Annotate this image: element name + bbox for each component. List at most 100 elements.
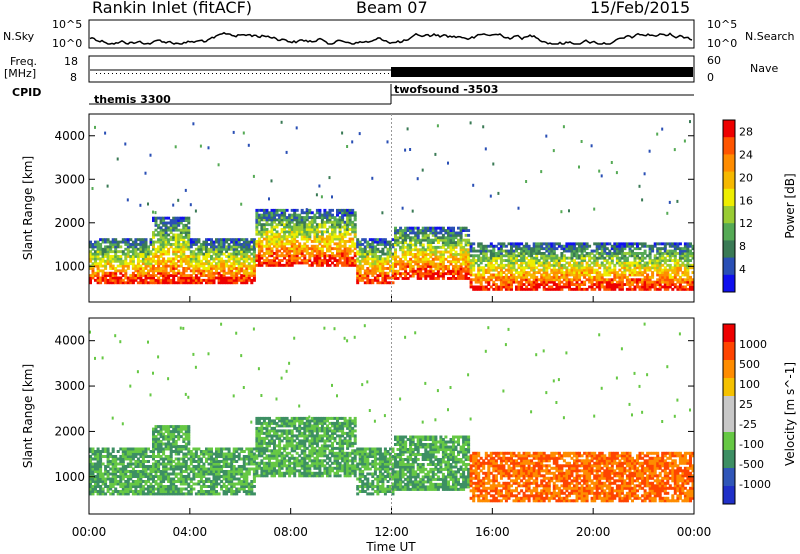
rti-cell: [444, 236, 448, 240]
rti-cell: [467, 260, 471, 264]
rti-cell: [545, 242, 549, 246]
rti-cell: [386, 262, 390, 266]
rti-cell: [378, 269, 382, 273]
rti-cell: [295, 218, 299, 222]
rti-cell: [681, 256, 685, 260]
rti-cell: [573, 278, 576, 282]
rti-cell: [663, 287, 667, 291]
rti-cell: [373, 262, 377, 266]
rti-cell: [663, 268, 667, 272]
rti-cell: [671, 271, 675, 274]
rti-cell: [262, 213, 266, 217]
rti-cell: [532, 259, 536, 262]
rti-cell: [499, 259, 503, 262]
rti-cell: [625, 280, 629, 284]
rti-cell: [252, 269, 256, 273]
rti-cell: [658, 266, 662, 270]
rti-cell: [129, 245, 133, 249]
rti-cell: [620, 242, 624, 246]
rti-cell: [217, 267, 221, 270]
rti-cell: [129, 281, 133, 285]
rti-cell: [391, 274, 395, 277]
rti-cell: [136, 470, 140, 473]
rti-scatter: [184, 188, 187, 192]
rti-cell: [436, 267, 440, 271]
rti-cell: [613, 271, 617, 274]
rti-cell: [157, 278, 161, 282]
rti-cell: [268, 223, 271, 227]
rti-cell: [300, 230, 304, 234]
rti-cell: [210, 276, 213, 280]
rti-cell: [131, 259, 135, 263]
rti-cell: [164, 472, 168, 476]
rti-cell: [111, 485, 115, 488]
rti-cell: [114, 267, 118, 270]
rti-cell: [217, 276, 221, 280]
rti-cell: [172, 487, 176, 491]
rti-cell: [192, 482, 196, 486]
rti-cell: [406, 245, 410, 249]
rti-cell: [104, 274, 108, 277]
rti-cell: [373, 278, 377, 282]
rti-cell: [653, 244, 657, 248]
rti-cell: [484, 259, 488, 262]
rti-cell: [638, 285, 642, 289]
rti-cell: [328, 254, 332, 258]
rti-cell: [656, 266, 660, 270]
rti-cell: [381, 281, 385, 285]
rti-cell: [187, 435, 191, 439]
rti-cell: [207, 276, 211, 280]
rti-cell: [515, 275, 518, 279]
rti-cell: [91, 485, 95, 488]
rti-cell: [494, 254, 498, 258]
rti-cell: [154, 233, 158, 237]
rti-cell: [144, 452, 148, 456]
rti-cell: [409, 267, 413, 271]
rti-cell: [618, 280, 622, 284]
rti-cell: [154, 470, 158, 473]
rti-cell: [162, 269, 166, 273]
rti-cell: [169, 472, 173, 476]
rti-cell: [338, 259, 342, 262]
rti-cell: [154, 216, 158, 220]
rti-cell: [245, 257, 249, 261]
rti-cell: [444, 267, 448, 271]
rti-cell: [376, 278, 380, 282]
rti-cell: [447, 243, 450, 247]
rti-cell: [290, 228, 294, 231]
rti-cell: [419, 253, 423, 256]
rti-cell: [459, 226, 463, 230]
rti-cell: [212, 240, 216, 244]
rti-cell: [449, 255, 453, 259]
rti-cell: [492, 247, 496, 251]
rti-cell: [114, 487, 118, 491]
rti-cell: [595, 273, 599, 277]
rti-cell: [681, 278, 685, 282]
rti-cell: [560, 266, 564, 270]
rti-cell: [89, 447, 92, 451]
rti-cell: [343, 242, 347, 246]
rti-cell: [189, 492, 193, 496]
rti-scatter: [409, 148, 412, 151]
rti-cell: [346, 220, 350, 224]
rti-cell: [152, 442, 155, 446]
rti-cell: [293, 237, 297, 241]
rti-cell: [194, 492, 198, 496]
rti-cell: [502, 271, 506, 274]
rti-cell: [439, 257, 443, 261]
rti-cell: [172, 430, 176, 434]
rti-cell: [336, 242, 339, 246]
rti-cell: [192, 240, 196, 244]
rti-cell: [252, 276, 256, 280]
rti-cell: [593, 259, 597, 262]
rti-cell: [139, 243, 143, 246]
rti-cell: [225, 245, 229, 249]
rti-cell: [126, 252, 130, 256]
rti-cell: [555, 254, 559, 258]
rti-cell: [318, 249, 322, 253]
rti-cell: [237, 257, 241, 261]
rti-cell: [169, 467, 173, 471]
rti-cell: [348, 223, 352, 227]
rti-cell: [467, 229, 471, 232]
rti-cell: [101, 475, 105, 478]
